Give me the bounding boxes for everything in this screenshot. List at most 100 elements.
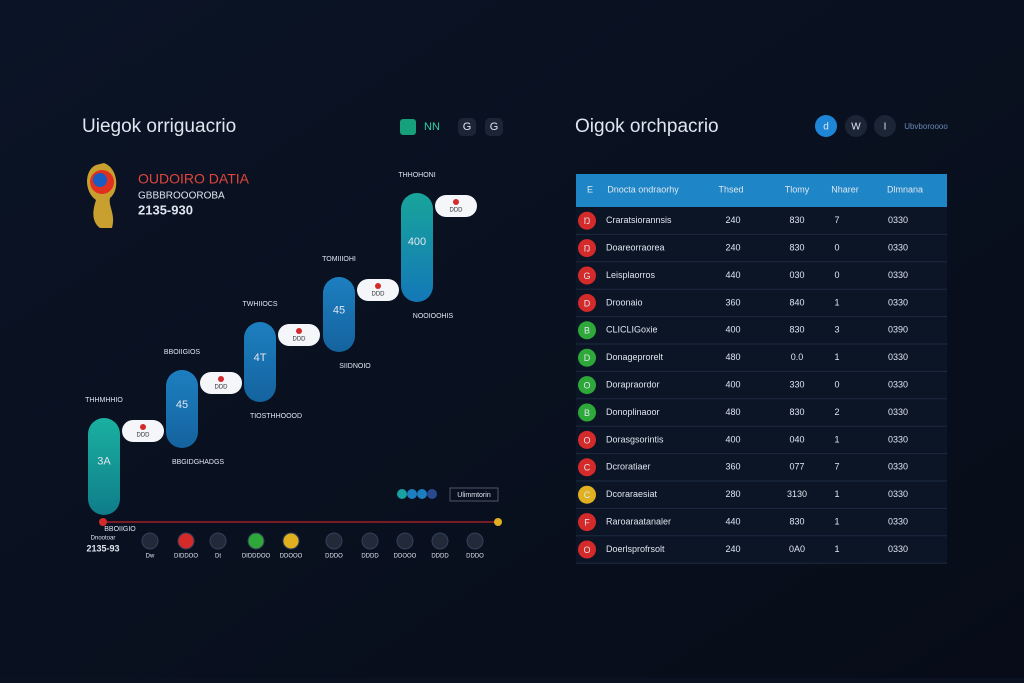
table-cell: 830 xyxy=(789,516,804,526)
timeline-label: DIDDDOO xyxy=(242,554,271,560)
button[interactable] xyxy=(400,119,416,135)
timeline-marker[interactable] xyxy=(141,532,159,550)
timeline-marker[interactable] xyxy=(325,532,343,550)
table-cell: 240 xyxy=(725,242,740,252)
row-badge xyxy=(578,348,596,367)
row-badge xyxy=(578,430,596,449)
table-cell: 0330 xyxy=(888,215,908,225)
button-label: NN xyxy=(424,121,440,133)
table-cell: 1 xyxy=(834,434,839,444)
row-badge xyxy=(578,403,596,422)
table-cell: Donageprorelt xyxy=(606,352,664,362)
row-badge xyxy=(578,266,596,285)
timeline-marker[interactable] xyxy=(431,532,449,550)
stage-note: THHOHONI xyxy=(398,172,435,179)
table-cell: 330 xyxy=(789,379,804,389)
table-cell: Dorapraordor xyxy=(606,379,660,389)
table-cell: 3130 xyxy=(787,489,807,499)
table-cell: 240 xyxy=(725,215,740,225)
callout xyxy=(200,372,242,394)
callout-text: DDD xyxy=(372,292,386,298)
button[interactable] xyxy=(845,115,867,137)
timeline-marker[interactable] xyxy=(466,532,484,550)
table-cell: 830 xyxy=(789,407,804,417)
table-header-cell: Nharer xyxy=(831,184,859,194)
logo-subtitle: GBBBROOOROBA xyxy=(138,191,225,202)
stage-note: NOOIOOHIS xyxy=(413,313,454,320)
button[interactable] xyxy=(485,118,503,136)
table-cell: 830 xyxy=(789,325,804,335)
table-cell: 0390 xyxy=(888,325,908,335)
table-cell: 030 xyxy=(789,270,804,280)
timeline-marker[interactable] xyxy=(177,532,195,550)
row-badge-label: D xyxy=(584,298,591,308)
button[interactable] xyxy=(874,115,896,137)
table-cell: 0330 xyxy=(888,242,908,252)
table-cell: 830 xyxy=(789,215,804,225)
table-cell: 480 xyxy=(725,407,740,417)
table-cell: 3 xyxy=(834,325,839,335)
timeline-label: DDDO xyxy=(325,554,343,560)
timeline-marker[interactable] xyxy=(396,532,414,550)
table-cell: Dcroratiaer xyxy=(606,462,651,472)
button[interactable] xyxy=(815,115,837,137)
table-cell: 400 xyxy=(725,325,740,335)
timeline-marker[interactable] xyxy=(361,532,379,550)
table-cell: 1 xyxy=(834,297,839,307)
table-cell: Dorasgsorintis xyxy=(606,434,664,444)
table-cell: 2 xyxy=(834,407,839,417)
row-badge xyxy=(578,376,596,395)
stage-label: 400 xyxy=(408,236,426,248)
table-cell: Leisplaorros xyxy=(606,270,656,280)
legend-dot xyxy=(397,489,407,499)
row-badge-label: F xyxy=(584,517,590,527)
legend-box xyxy=(449,487,499,502)
callout-icon xyxy=(218,376,224,382)
table-cell: 0 xyxy=(834,242,839,252)
timeline-marker[interactable] xyxy=(209,532,227,550)
stage-label: 3A xyxy=(97,456,111,468)
table-cell: 360 xyxy=(725,297,740,307)
stage-note: BBOIIGIO xyxy=(104,526,136,533)
button-label: W xyxy=(851,122,861,133)
timeline-label: DDDO xyxy=(466,554,484,560)
table-header-cell: E xyxy=(587,184,593,194)
legend-dot xyxy=(407,489,417,499)
table-cell: 1 xyxy=(834,544,839,554)
stage-label: 4T xyxy=(254,352,267,364)
legend-dot xyxy=(417,489,427,499)
table-cell: 0330 xyxy=(888,379,908,389)
stage-note: BBGIDGHADGS xyxy=(172,459,224,466)
table-header xyxy=(576,174,947,207)
table-cell: 240 xyxy=(725,544,740,554)
table-cell: 480 xyxy=(725,352,740,362)
table-cell: 400 xyxy=(725,379,740,389)
row-badge-label: B xyxy=(584,408,590,418)
row-badge-label: D xyxy=(584,353,591,363)
stage-note: BBOIIGIOS xyxy=(164,349,201,356)
stage-label: 45 xyxy=(176,399,188,411)
timeline-label: DIDDOO xyxy=(174,554,198,560)
callout xyxy=(278,324,320,346)
table-cell: 440 xyxy=(725,270,740,280)
callout xyxy=(435,195,477,217)
row-badge xyxy=(578,458,596,477)
link[interactable]: Ubvboroooo xyxy=(904,122,948,131)
timeline-label: DDOOO xyxy=(280,554,303,560)
timeline-marker[interactable] xyxy=(247,532,265,550)
callout-text: DDD xyxy=(137,433,151,439)
stage-note: SIIDNOIO xyxy=(339,363,371,370)
callout-icon xyxy=(453,199,459,205)
row-badge xyxy=(578,239,596,258)
timeline-marker[interactable] xyxy=(282,532,300,550)
table-cell: 360 xyxy=(725,462,740,472)
callout-text: DDD xyxy=(450,208,464,214)
table-cell: 0330 xyxy=(888,270,908,280)
legend-dot xyxy=(427,489,437,499)
row-badge xyxy=(578,321,596,340)
button[interactable] xyxy=(458,118,476,136)
row-badge-label: C xyxy=(584,490,591,500)
button-label: G xyxy=(463,121,472,133)
callout-icon xyxy=(375,283,381,289)
